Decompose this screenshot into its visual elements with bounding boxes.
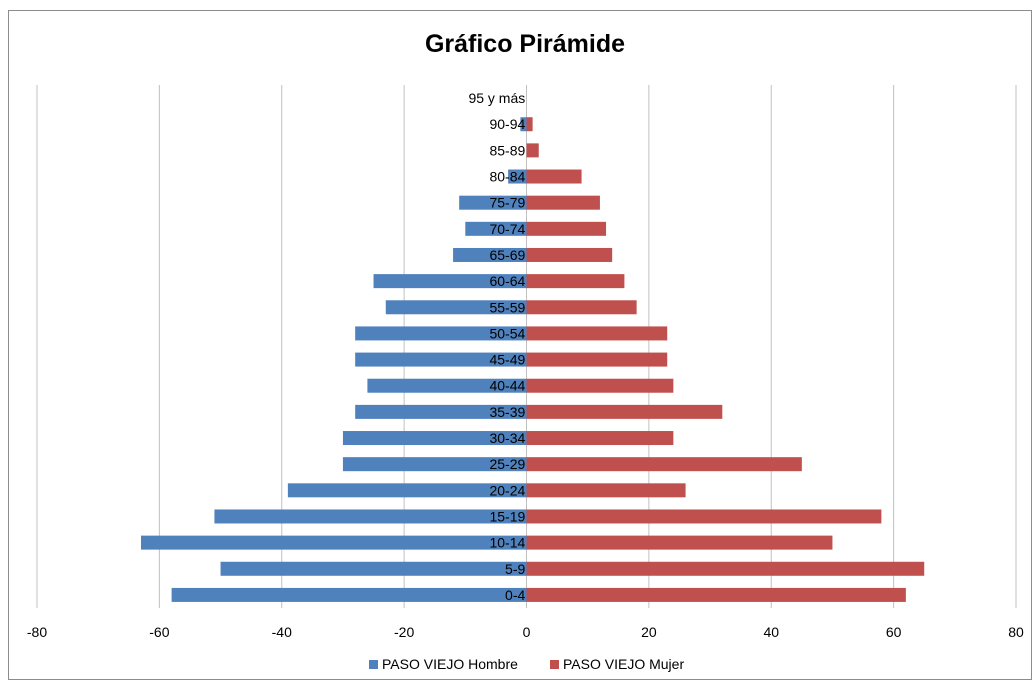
legend-swatch-hombre xyxy=(369,660,378,669)
legend-swatch-mujer xyxy=(550,660,559,669)
mujer-bar xyxy=(526,587,906,602)
grid-lines xyxy=(36,85,1017,608)
mujer-bar xyxy=(526,143,539,158)
mujer-bar xyxy=(526,221,607,236)
category-label: 5-9 xyxy=(505,561,525,577)
hombre-bar xyxy=(220,561,527,576)
mujer-bar xyxy=(526,535,833,550)
x-tick-label: -60 xyxy=(149,624,169,640)
category-label: 60-64 xyxy=(489,273,525,289)
category-label: 75-79 xyxy=(489,195,525,211)
mujer-bar xyxy=(526,326,668,341)
mujer-bar xyxy=(526,431,674,446)
x-tick-label: 60 xyxy=(886,624,902,640)
legend-label-hombre: PASO VIEJO Hombre xyxy=(382,656,518,672)
hombre-bar xyxy=(355,404,527,419)
mujer-bar xyxy=(526,378,674,393)
mujer-bar xyxy=(526,509,882,524)
category-label: 0-4 xyxy=(505,587,525,603)
category-labels: 0-4 5-9 10-14 15-19 20-24 25-29 30-34 35-39 40-4… xyxy=(468,90,525,603)
category-label: 55-59 xyxy=(489,299,525,315)
category-label: 90-94 xyxy=(489,116,525,132)
hombre-bar xyxy=(520,117,527,132)
category-label: 30-34 xyxy=(489,430,525,446)
x-tick-label: 20 xyxy=(641,624,657,640)
hombre-bar xyxy=(141,535,527,550)
hombre-bar xyxy=(342,457,527,472)
hombre-bar xyxy=(465,221,527,236)
x-tick-label: -40 xyxy=(272,624,292,640)
hombre-bar xyxy=(367,378,527,393)
hombre-bar xyxy=(355,326,527,341)
category-label: 15-19 xyxy=(489,508,525,524)
x-tick-label: -80 xyxy=(27,624,47,640)
category-label: 65-69 xyxy=(489,247,525,263)
mujer-bar xyxy=(526,457,802,472)
category-label: 80-84 xyxy=(489,169,525,185)
category-label: 20-24 xyxy=(489,482,525,498)
chart-title: Gráfico Pirámide xyxy=(425,30,625,58)
hombre-bar xyxy=(287,483,527,498)
category-label: 45-49 xyxy=(489,352,525,368)
mujer-bar xyxy=(526,300,637,315)
category-label: 35-39 xyxy=(489,404,525,420)
category-label: 25-29 xyxy=(489,456,525,472)
category-label: 40-44 xyxy=(489,378,525,394)
mujer-bar xyxy=(526,352,668,367)
bars xyxy=(141,117,925,602)
category-label: 10-14 xyxy=(489,535,525,551)
hombre-bar xyxy=(459,195,527,210)
category-label: 85-89 xyxy=(489,142,525,158)
mujer-bar xyxy=(526,117,533,132)
x-tick-labels: -80 -60 -40 -20 0 20 40 60 80 xyxy=(27,624,1024,640)
category-label: 95 y más xyxy=(468,90,525,106)
mujer-bar xyxy=(526,247,613,262)
mujer-bar xyxy=(526,195,600,210)
x-tick-label: -20 xyxy=(394,624,414,640)
mujer-bar xyxy=(526,169,582,184)
x-tick-label: 80 xyxy=(1008,624,1024,640)
hombre-bar xyxy=(385,300,527,315)
mujer-bar xyxy=(526,561,925,576)
legend: PASO VIEJO Hombre PASO VIEJO Mujer xyxy=(369,656,684,672)
mujer-bar xyxy=(526,483,686,498)
hombre-bar xyxy=(508,169,527,184)
category-label: 50-54 xyxy=(489,325,525,341)
hombre-bar xyxy=(453,247,527,262)
legend-label-mujer: PASO VIEJO Mujer xyxy=(563,656,684,672)
hombre-bar xyxy=(214,509,527,524)
x-tick-label: 0 xyxy=(523,624,531,640)
hombre-bar xyxy=(342,431,527,446)
category-label: 70-74 xyxy=(489,221,525,237)
hombre-bar xyxy=(171,587,527,602)
x-tick-label: 40 xyxy=(763,624,779,640)
hombre-bar xyxy=(355,352,527,367)
mujer-bar xyxy=(526,274,625,289)
mujer-bar xyxy=(526,404,723,419)
hombre-bar xyxy=(373,274,527,289)
